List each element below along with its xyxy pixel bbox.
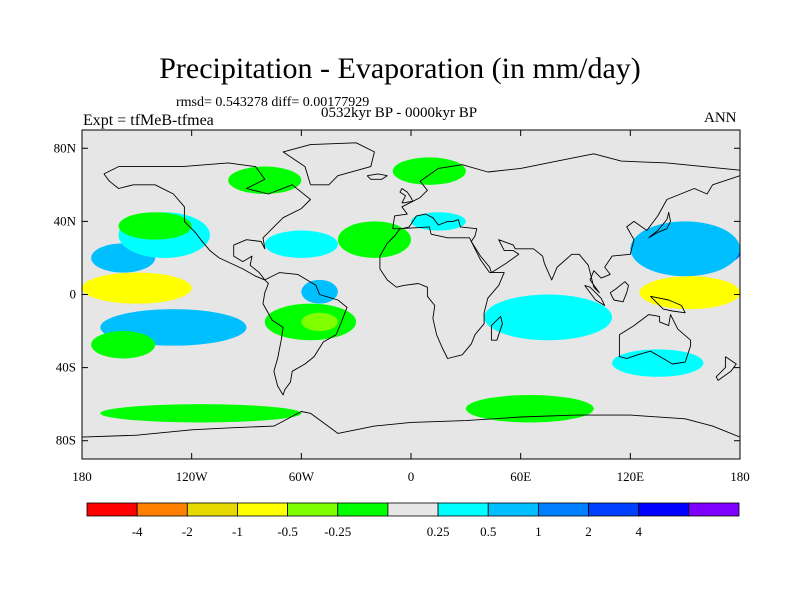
anomaly-region	[91, 331, 156, 359]
coastlines	[82, 142, 740, 438]
anomaly-region	[484, 294, 613, 341]
map-panel	[82, 130, 740, 459]
coastline	[366, 173, 388, 180]
period-text: 0532kyr BP - 0000kyr BP	[321, 105, 478, 121]
coastline	[82, 411, 740, 438]
colorbar-box	[287, 502, 339, 517]
lon-tick-label: 120E	[617, 469, 645, 484]
colorbar-box	[537, 502, 589, 517]
anomaly-region	[337, 221, 412, 258]
stats-text: rmsd= 0.543278 diff= 0.00177929	[176, 95, 370, 110]
anomaly-region	[639, 276, 740, 310]
colorbar-label: 4	[635, 524, 642, 539]
experiment-label: Expt = tfMeB-tfmea	[83, 112, 214, 129]
lon-tick-label: 0	[408, 469, 415, 484]
colorbar-box	[688, 502, 740, 517]
colorbar-box	[437, 502, 489, 517]
colorbar-label: -2	[182, 524, 193, 539]
lat-tick-label: 0	[70, 287, 77, 302]
colorbar-label: -0.25	[324, 524, 351, 539]
colorbar-box	[136, 502, 188, 517]
map-background	[82, 130, 740, 459]
colorbar-box	[337, 502, 389, 517]
anomaly-region	[228, 166, 302, 194]
lon-tick-label: 60W	[289, 469, 315, 484]
lon-tick-label: 60E	[510, 469, 531, 484]
anomaly-region	[82, 272, 192, 304]
colorbar-box	[186, 502, 238, 517]
coastline	[262, 272, 348, 396]
lat-tick-label: 40N	[54, 213, 77, 228]
coastline	[618, 314, 692, 365]
coastline	[103, 162, 311, 281]
lon-tick-label: 180	[72, 469, 92, 484]
season-label: ANN	[704, 110, 737, 126]
anomaly-region	[264, 230, 338, 258]
colorbar-box	[387, 502, 439, 517]
colorbar-box	[487, 502, 539, 517]
map-axes: 80N 40N 0 40S 80S 180 120W 60W 0 60E 120E 180	[54, 130, 750, 484]
colorbar-label: 0.25	[427, 524, 450, 539]
coastline	[399, 188, 414, 204]
coastline	[392, 153, 740, 294]
colorbar-label: 1	[535, 524, 542, 539]
lat-tick-label: 40S	[56, 360, 76, 375]
colorbar-box	[588, 502, 640, 517]
anomaly-region	[100, 404, 302, 423]
anomaly-region	[118, 212, 192, 240]
anomaly-region	[630, 221, 740, 277]
anomaly-region	[392, 157, 466, 185]
lon-tick-label: 180	[730, 469, 750, 484]
colorbar-label: 0.5	[480, 524, 496, 539]
coastline	[715, 356, 737, 381]
coastline	[282, 142, 375, 186]
colorbar: -4 -2 -1 -0.5 -0.25 0.25 0.5 1 2 4	[86, 502, 740, 539]
plot-title: Precipitation - Evaporation (in mm/day)	[159, 52, 641, 85]
colorbar-label: 2	[585, 524, 592, 539]
anomaly-region	[301, 279, 338, 304]
anomaly-region	[612, 349, 704, 377]
coastline	[379, 226, 505, 359]
colorbar-box	[237, 502, 289, 517]
colorbar-box	[638, 502, 690, 517]
colorbar-label: -4	[132, 524, 143, 539]
coastline	[650, 295, 686, 314]
lon-tick-label: 120W	[176, 469, 209, 484]
anomaly-region	[301, 312, 338, 332]
lat-tick-label: 80N	[54, 140, 77, 155]
coastline	[490, 315, 503, 341]
colorbar-label: -0.5	[277, 524, 298, 539]
coastline	[648, 211, 671, 239]
anomaly-region	[465, 395, 594, 423]
colorbar-label: -1	[232, 524, 243, 539]
anomaly-region	[411, 212, 466, 231]
coastline	[609, 281, 629, 303]
colorbar-box	[86, 502, 138, 517]
lat-tick-label: 80S	[56, 433, 76, 448]
coastline	[584, 284, 606, 306]
